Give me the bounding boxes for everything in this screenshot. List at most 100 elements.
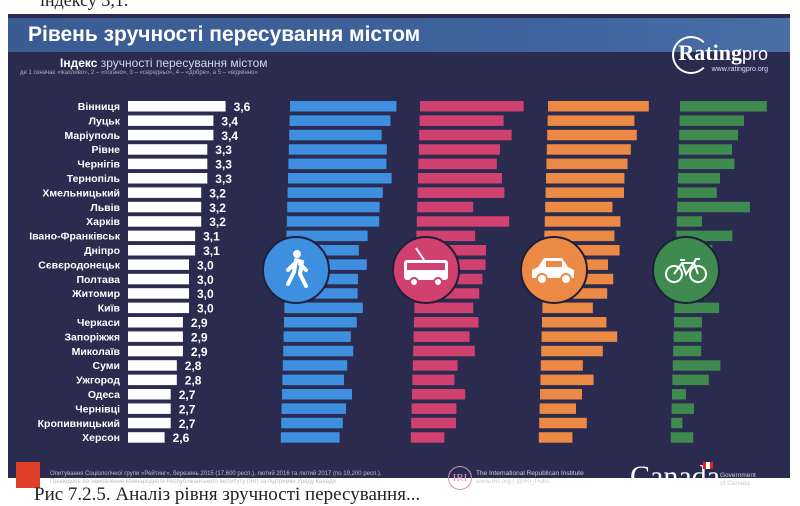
city-label: Полтава (76, 274, 120, 286)
index-bar (128, 389, 171, 400)
index-value-label: 3,1 (203, 244, 220, 258)
city-label: Сєвєродонецьк (38, 259, 120, 271)
mode-bar-car (540, 360, 583, 371)
mode-bar-car (539, 403, 576, 414)
mode-bar-trolleybus (414, 317, 479, 328)
mode-bar-trolleybus (416, 230, 476, 242)
index-value-label: 3,1 (203, 230, 220, 244)
chart-subtitle: Індекс зручності пересування містом (60, 56, 268, 70)
mode-bar-car (539, 417, 587, 429)
title-band: Рівень зручності пересування містом (8, 18, 790, 52)
infographic-title: Рівень зручності пересування містом (28, 23, 421, 46)
mode-bar-bicycle (677, 187, 717, 198)
mode-bar-pedestrian (288, 144, 387, 155)
source-note: Опитування Соціологічної групи «Рейтинг»… (50, 470, 382, 486)
city-label: Чернівці (75, 403, 120, 415)
mode-bar-trolleybus (417, 201, 474, 213)
index-value-label: 2,8 (185, 374, 202, 388)
city-label: Вінниця (78, 101, 120, 113)
index-value-label: 3,6 (234, 100, 251, 114)
index-value-label: 2,7 (179, 388, 196, 402)
index-value-label: 2,7 (179, 402, 196, 416)
mode-bar-trolleybus (420, 101, 524, 112)
mode-bar-bicycle (672, 389, 686, 400)
mode-bar-pedestrian (288, 158, 387, 170)
city-label: Хмельницький (42, 187, 120, 199)
index-bar (128, 374, 177, 386)
index-value-label: 3,0 (197, 258, 214, 272)
source-line-2: Проведене на замовлення Міжнародного Рес… (50, 479, 336, 485)
mode-bar-car (541, 331, 618, 342)
mode-bar-trolleybus (411, 403, 457, 414)
mode-bar-car (544, 245, 620, 256)
index-value-label: 2,6 (173, 431, 190, 445)
index-value-label: 3,3 (215, 143, 232, 157)
mode-bar-trolleybus (419, 129, 512, 141)
mode-bar-car (538, 432, 573, 443)
mode-bar-pedestrian (283, 331, 351, 342)
index-value-label: 2,9 (191, 345, 208, 359)
index-bar (128, 173, 208, 184)
city-label: Тернопіль (67, 173, 121, 185)
index-value-label: 3,2 (209, 201, 226, 215)
index-bar (128, 331, 183, 342)
index-value-label: 2,8 (185, 359, 202, 373)
mode-bar-bicycle (672, 360, 721, 371)
mode-bar-bicycle (672, 374, 709, 386)
index-value-label: 2,9 (191, 330, 208, 344)
mode-bar-trolleybus (411, 417, 456, 429)
city-label: Харків (86, 216, 120, 228)
city-label: Житомир (71, 288, 120, 300)
mode-bar-trolleybus (412, 374, 455, 386)
city-label: Луцьк (89, 115, 121, 127)
bicycle-icon-circle (652, 236, 720, 304)
city-label: Одеса (88, 389, 120, 401)
index-bar (128, 288, 189, 299)
mode-bar-trolleybus (413, 345, 475, 357)
chart: Вінниця 3,6 Луцьк 3,4 Маріуполь 3,4 Рівне 3,3 Че… (29, 100, 767, 445)
mode-bar-car (546, 173, 625, 184)
index-bar (128, 432, 165, 443)
trolleybus-icon (404, 247, 448, 287)
pedestrian-icon (286, 250, 308, 288)
mode-bar-car (540, 389, 582, 400)
mode-bar-car (547, 129, 637, 141)
logo-ring-icon (672, 36, 711, 74)
subtitle-bold: Індекс (60, 56, 98, 70)
rating-group-logo (16, 462, 40, 488)
mode-bar-pedestrian (280, 432, 340, 443)
mode-bar-car (542, 317, 607, 328)
mode-bar-trolleybus (418, 158, 497, 170)
index-value-label: 2,9 (191, 316, 208, 330)
mode-bar-pedestrian (282, 389, 352, 400)
index-bar (128, 158, 208, 170)
mode-bar-pedestrian (289, 129, 382, 141)
source-line-1: Опитування Соціологічної групи «Рейтинг»… (50, 471, 382, 477)
iri-name: The International Republican Institute (476, 470, 584, 477)
mode-bar-pedestrian (284, 317, 357, 328)
mode-bar-bicycle (679, 115, 744, 126)
mode-bar-trolleybus (416, 216, 510, 227)
mode-bar-pedestrian (287, 187, 383, 198)
mode-bar-pedestrian (284, 302, 363, 314)
mode-bar-bicycle (674, 302, 720, 314)
mode-bar-bicycle (671, 417, 683, 429)
mode-bar-pedestrian (282, 360, 348, 371)
index-value-label: 3,3 (215, 158, 232, 172)
infographic-panel: Рівень зручності пересування містом Інде… (8, 14, 790, 493)
mode-bar-trolleybus (419, 115, 504, 126)
city-label: Херсон (82, 432, 120, 444)
scale-note: де 1 означає «жахливо», 2 – «погано», 3 … (20, 70, 258, 76)
index-value-label: 3,0 (197, 287, 214, 301)
city-label: Миколаїв (72, 346, 121, 358)
index-bar (128, 302, 189, 314)
city-label: Чернігів (77, 159, 120, 171)
mode-bar-pedestrian (283, 345, 354, 357)
mode-bar-bicycle (680, 101, 767, 112)
mode-bar-bicycle (673, 345, 702, 357)
index-value-label: 2,7 (179, 417, 196, 431)
index-bar (128, 230, 196, 242)
mode-bar-car (546, 158, 628, 170)
ratingpro-logo: Ratingpro www.ratingpro.org (672, 36, 768, 74)
index-bar (128, 216, 202, 227)
